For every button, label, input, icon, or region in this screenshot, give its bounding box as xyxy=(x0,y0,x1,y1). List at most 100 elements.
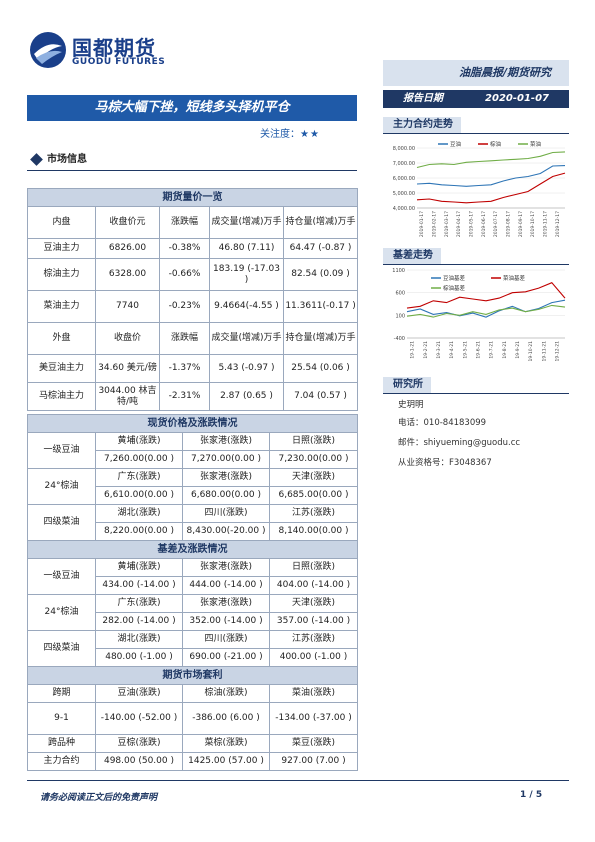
table-row: 四级菜油 湖北(涨跌) 四川(涨跌) 江苏(涨跌) xyxy=(27,504,358,541)
table-row: 一级豆油 黄埔(涨跌) 张家港(涨跌) 日照(涨跌) xyxy=(27,432,358,469)
series-line-1 xyxy=(416,165,566,187)
table-cell: 棕油主力 xyxy=(27,258,96,291)
table-cell: 3044.00 林吉特/吨 xyxy=(95,382,160,411)
analyst-email[interactable]: 邮件：shiyueming@guodu.cc xyxy=(398,438,521,448)
table-cell: 2.87 (0.65 ) xyxy=(209,382,284,411)
table-cell: 8,430.00(-20.00 ) xyxy=(182,522,270,541)
table-cell: 菜油主力 xyxy=(27,290,96,323)
table-cell: 马棕油主力 xyxy=(27,382,96,411)
table-cell: 6328.00 xyxy=(95,258,160,291)
y-tick-label: 1100 xyxy=(392,268,405,274)
product-name-cell: 一级豆油 xyxy=(27,558,96,595)
table-cell: 82.54 (0.09 ) xyxy=(282,258,359,291)
x-tick-label: 2019-09-17 xyxy=(518,211,524,237)
series-line-2 xyxy=(406,282,566,309)
section-main-trend: 主力合约走势 xyxy=(383,117,569,134)
table-header-cell: 成交量(增减)万手 xyxy=(209,206,284,239)
table-header-cell: 收盘价 xyxy=(95,322,160,355)
table-cell: 34.60 美元/磅 xyxy=(95,354,160,383)
legend-label: 豆油基差 xyxy=(443,274,466,282)
table-cell: 25.54 (0.06 ) xyxy=(282,354,359,383)
table-cell: 11.3611(-0.17 ) xyxy=(282,290,359,323)
guodu-logo-icon xyxy=(30,32,66,68)
basis-trend-chart: 1100 600 100 -400 19-1-21 19-2-21 19-3-21 19-4-… xyxy=(392,268,566,362)
logo-chinese: 国都期货 xyxy=(72,36,156,60)
table-row: 四级菜油 湖北(涨跌) 四川(涨跌) 江苏(涨跌) xyxy=(27,630,358,667)
star-icon: ★★ xyxy=(300,129,320,140)
table-header-cell: 持仓量(增减)万手 xyxy=(282,206,359,239)
table-header-cell: 涨跌幅 xyxy=(159,322,210,355)
spot-table-title: 现货价格及涨跌情况 xyxy=(27,414,358,433)
x-tick-label: 2019-11-17 xyxy=(543,211,549,237)
disclaimer-text[interactable]: 请务必阅读正文后的免责声明 xyxy=(40,793,158,803)
table-cell: -0.38% xyxy=(159,238,210,259)
x-tick-label: 19-10-21 xyxy=(528,341,534,362)
table-cell: 7.04 (0.57 ) xyxy=(282,382,359,411)
table-cell: 927.00 (7.00 ) xyxy=(269,752,358,771)
logo-english: GUODU FUTURES xyxy=(72,57,166,67)
table-cell: 豆棕(涨跌) xyxy=(95,734,183,753)
table-cell: 5.43 (-0.97 ) xyxy=(209,354,284,383)
legend-label: 菜油基差 xyxy=(503,274,526,282)
diamond-bullet-icon xyxy=(30,152,43,166)
table-cell: -0.66% xyxy=(159,258,210,291)
table-cell: 张家港(涨跌) xyxy=(182,558,270,577)
y-tick-label: 100 xyxy=(395,313,405,319)
table-cell: -2.31% xyxy=(159,382,210,411)
x-tick-label: 19-5-21 xyxy=(462,341,468,359)
report-type-banner: 油脂晨报/期货研究 xyxy=(383,60,569,86)
y-tick-label: 600 xyxy=(395,291,405,297)
x-tick-label: 2019-03-17 xyxy=(444,211,450,237)
table-row: 282.00 (-14.00 ) 352.00 (-14.00 ) 357.00 (… xyxy=(28,612,358,631)
table-row: 菜油主力 7740 -0.23% 9.4664(-4.55 ) 11.3611(-0.1… xyxy=(27,290,359,323)
attention-rating: 关注度：★★ xyxy=(260,125,320,140)
section-market-info: 市场信息 xyxy=(30,150,87,166)
table-cell: 湖北(涨跌) xyxy=(95,504,183,523)
table-row: 豆油主力 6826.00 -0.38% 46.80 (7.11) 64.47 (-0.8… xyxy=(27,238,359,259)
section-institute: 研究所 xyxy=(383,377,569,394)
table-cell: 主力合约 xyxy=(27,752,96,771)
x-tick-label: 19-11-21 xyxy=(541,341,547,362)
x-tick-label: 2019-06-17 xyxy=(481,211,487,237)
table-row: 跨期 豆油(涨跌) 棕油(涨跌) 菜油(涨跌) xyxy=(27,684,358,703)
table-cell: 黄埔(涨跌) xyxy=(95,558,183,577)
table-cell: 菜油(涨跌) xyxy=(269,684,358,703)
x-tick-label: 2019-05-17 xyxy=(469,211,475,237)
table-cell: 豆油(涨跌) xyxy=(95,684,183,703)
table-row: 9-1 -140.00 (-52.00 ) -386.00 (6.00 ) -134.… xyxy=(27,702,358,735)
attention-label: 关注度： xyxy=(260,129,300,140)
section-main-trend-label: 主力合约走势 xyxy=(383,117,461,133)
legend-label: 豆油 xyxy=(450,140,462,148)
table-cell: 日照(涨跌) xyxy=(269,432,358,451)
table-row: 马棕油主力 3044.00 林吉特/吨 -2.31% 2.87 (0.65 ) 7.04… xyxy=(27,382,359,411)
table-row: 一级豆油 黄埔(涨跌) 张家港(涨跌) 日照(涨跌) xyxy=(27,558,358,595)
x-tick-label: 2019-12-17 xyxy=(555,211,561,237)
table-cell: 江苏(涨跌) xyxy=(269,630,358,649)
legend-label: 菜油 xyxy=(530,140,542,148)
series-line-2 xyxy=(416,172,566,204)
table-cell: 广东(涨跌) xyxy=(95,594,183,613)
legend-label: 棕油 xyxy=(490,140,502,148)
table-cell: 日照(涨跌) xyxy=(269,558,358,577)
table-cell: 美豆油主力 xyxy=(27,354,96,383)
arb-table-title: 期货市场套利 xyxy=(27,666,358,685)
x-tick-label: 19-6-21 xyxy=(475,341,481,359)
x-tick-label: 2019-02-17 xyxy=(432,211,438,237)
x-tick-label: 19-8-21 xyxy=(502,341,508,359)
table-cell: 357.00 (-14.00 ) xyxy=(269,612,358,631)
table-cell: 菜棕(涨跌) xyxy=(182,734,270,753)
table-cell: 480.00 (-1.00 ) xyxy=(95,648,183,667)
spot-basis-arb-table: 现货价格及涨跌情况 一级豆油 黄埔(涨跌) 张家港(涨跌) 日照(涨跌) 7,260.00… xyxy=(27,414,358,771)
table-cell: 6,680.00(0.00 ) xyxy=(182,486,270,505)
table-cell: 江苏(涨跌) xyxy=(269,504,358,523)
table-cell: 434.00 (-14.00 ) xyxy=(95,576,183,595)
y-tick-label: 4,000.00 xyxy=(393,206,415,212)
date-label: 报告日期 xyxy=(403,93,443,104)
series-line-1 xyxy=(406,299,566,318)
table-cell: 6,685.00(0.00 ) xyxy=(269,486,358,505)
table-cell: 7,260.00(0.00 ) xyxy=(95,450,183,469)
table-row: 棕油主力 6328.00 -0.66% 183.19 (-17.03 ) 82.54 (… xyxy=(27,258,359,291)
product-name-cell: 24°棕油 xyxy=(27,468,96,505)
main-contract-trend-chart: 8,000.00 7,000.00 6,000.00 5,000.00 4,000.00… xyxy=(393,140,566,237)
section-basis-trend: 基差走势 xyxy=(383,248,569,265)
